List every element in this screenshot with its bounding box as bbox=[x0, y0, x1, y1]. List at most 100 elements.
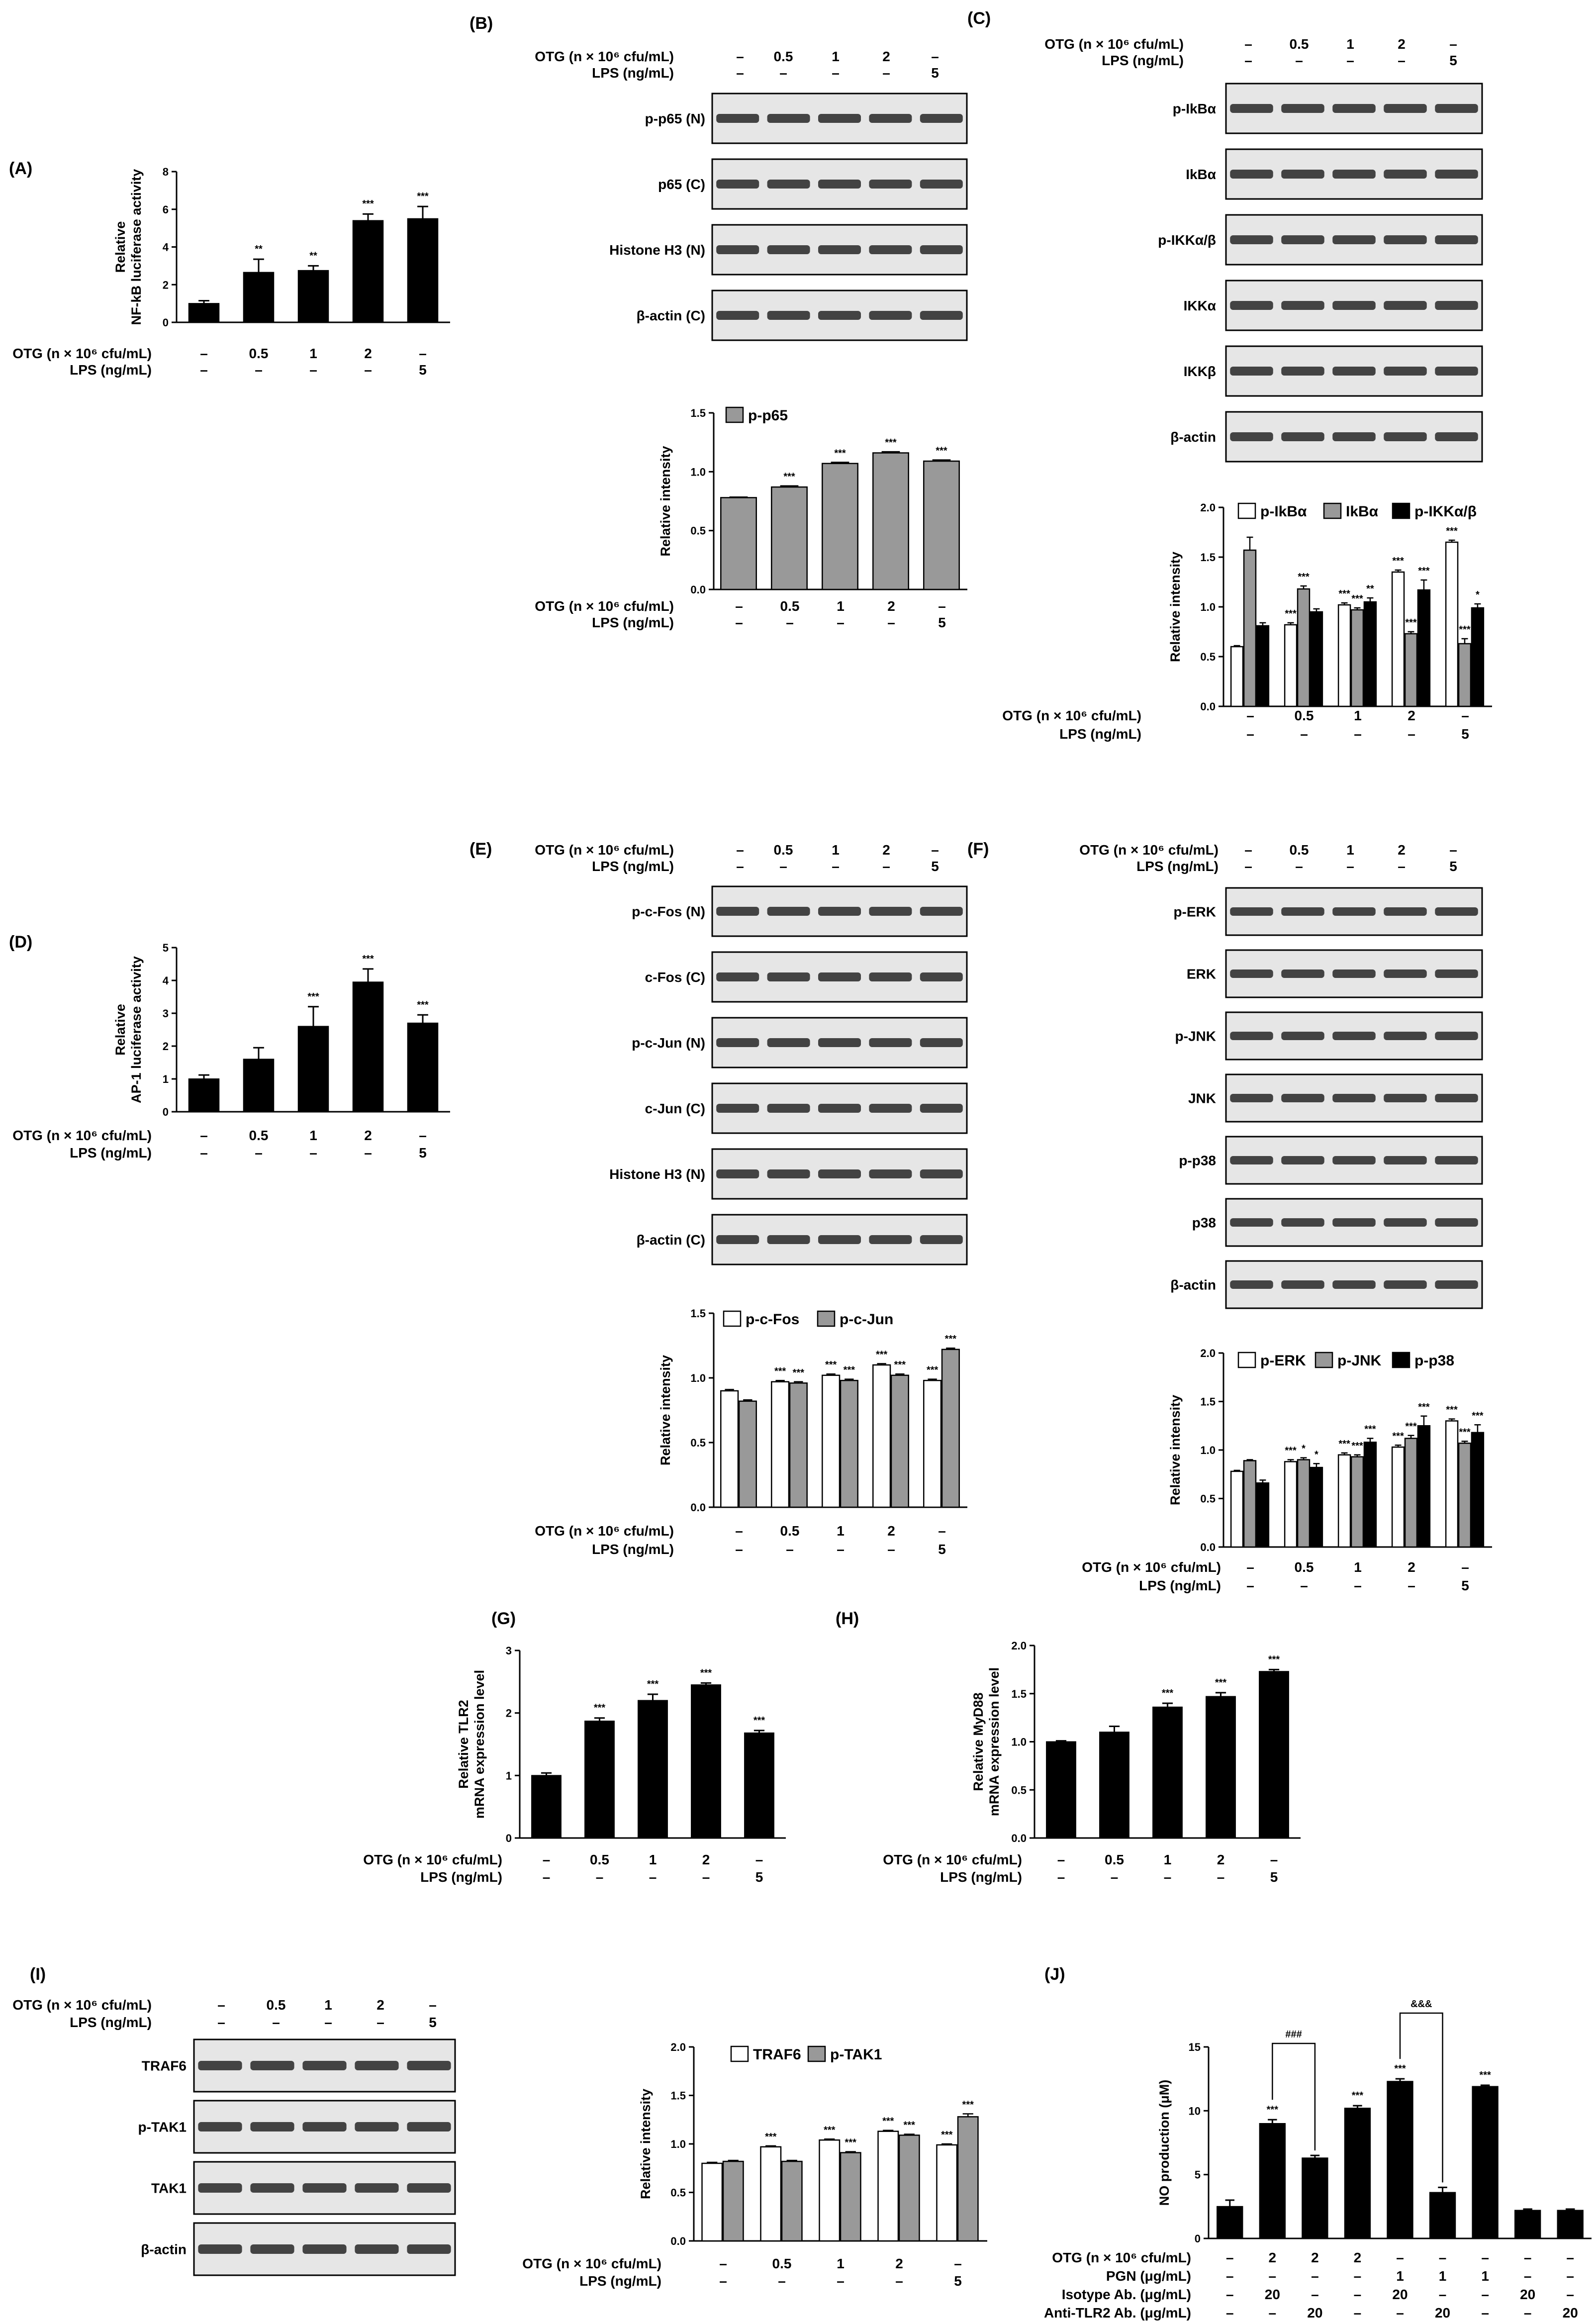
otg-value: 0.5 bbox=[1295, 1559, 1314, 1575]
blot-band bbox=[818, 114, 861, 123]
legend-label: p-JNK bbox=[1337, 1353, 1382, 1369]
panel-label-D: (D) bbox=[9, 933, 32, 952]
blot-band bbox=[1332, 301, 1376, 310]
blot-band bbox=[1384, 367, 1427, 376]
lps-label: LPS (ng/mL) bbox=[70, 1145, 152, 1161]
chart-B: 0.0 0.5 1.0 1.5 Relative intensity *** *** *** *… bbox=[658, 406, 967, 596]
otg-value: 1 bbox=[1346, 842, 1354, 858]
lps-value: – bbox=[735, 1542, 743, 1557]
otg-value: 2 bbox=[895, 2256, 903, 2271]
bar-p-TAK1 bbox=[957, 2116, 979, 2242]
otg-label: OTG (n × 10⁶ cfu/mL) bbox=[1002, 708, 1141, 723]
bar bbox=[584, 1721, 615, 1839]
significance-label: * bbox=[1476, 589, 1480, 600]
blot-band bbox=[1230, 907, 1273, 916]
isotype-value: – bbox=[1566, 2287, 1574, 2302]
otg-value: – bbox=[1057, 1852, 1065, 1867]
bar-p-JNK bbox=[1297, 1459, 1311, 1548]
lps-value: – bbox=[779, 859, 787, 874]
otg-value: – bbox=[1481, 2250, 1489, 2265]
lps-value: 5 bbox=[1461, 1578, 1469, 1593]
y-axis-label: Relative bbox=[113, 1004, 128, 1056]
significance-label: *** bbox=[1351, 593, 1363, 604]
blot-band bbox=[716, 1038, 759, 1047]
lps-value: – bbox=[702, 1869, 710, 1885]
y-tick-label: 1.5 bbox=[1200, 1396, 1216, 1408]
lps-value: – bbox=[543, 1869, 551, 1885]
anti_tlr2-value: – bbox=[1354, 2305, 1362, 2321]
otg-value: – bbox=[1566, 2250, 1574, 2265]
bar-p-IkBα bbox=[1337, 604, 1351, 707]
blot-band bbox=[767, 907, 810, 916]
otg-label: OTG (n × 10⁶ cfu/mL) bbox=[883, 1852, 1022, 1867]
bar-p-p65 bbox=[771, 486, 808, 590]
y-tick-label: 5 bbox=[163, 942, 169, 954]
blot-label: β-actin bbox=[1170, 429, 1216, 445]
blot-band bbox=[1230, 1280, 1273, 1289]
lps-label: LPS (ng/mL) bbox=[1136, 859, 1219, 874]
bar bbox=[1259, 2123, 1286, 2239]
bar bbox=[352, 981, 384, 1113]
y-tick-label: 0.0 bbox=[670, 2235, 686, 2247]
y-tick-label: 0.5 bbox=[670, 2187, 686, 2199]
y-tick-label: 1.0 bbox=[1200, 601, 1216, 613]
otg-value: – bbox=[1244, 842, 1252, 858]
otg-label: OTG (n × 10⁶ cfu/mL) bbox=[1079, 842, 1219, 858]
y-tick-label: 0.5 bbox=[690, 525, 706, 537]
bar-p-p65 bbox=[923, 460, 960, 590]
lps-value: – bbox=[376, 2015, 384, 2030]
anti_tlr2-value: 20 bbox=[1307, 2305, 1322, 2321]
blot-band bbox=[818, 311, 861, 320]
chart-J: 0 5 10 15 NO production (μM) *** *** *** *** bbox=[1157, 2041, 1592, 2245]
legend-swatch bbox=[725, 406, 744, 423]
bar-p-p65 bbox=[872, 452, 909, 590]
bar-p-c-Fos bbox=[771, 1381, 790, 1508]
blot-band bbox=[767, 1038, 810, 1047]
panel-label-C: (C) bbox=[967, 9, 991, 28]
bar-TRAF6 bbox=[701, 2162, 723, 2242]
bar bbox=[1387, 2081, 1413, 2239]
blot-band bbox=[1332, 1156, 1376, 1165]
otg-value: 0.5 bbox=[774, 49, 793, 64]
anti_tlr2-value: – bbox=[1396, 2305, 1404, 2321]
y-tick-label: 1.0 bbox=[690, 1372, 706, 1384]
significance-label: *** bbox=[1351, 1441, 1363, 1452]
blot-band bbox=[920, 907, 963, 916]
otg-value: – bbox=[1449, 842, 1457, 858]
blot-band bbox=[1281, 432, 1324, 441]
otg-value: 0.5 bbox=[1290, 842, 1309, 858]
lps-value: – bbox=[1111, 1869, 1119, 1885]
blot-label: β-actin (C) bbox=[637, 308, 705, 323]
bar-p-ERK bbox=[1230, 1470, 1244, 1548]
lps-value: 5 bbox=[1270, 1869, 1278, 1885]
significance-label: *** bbox=[1446, 1405, 1458, 1416]
y-tick-label: 1 bbox=[506, 1769, 512, 1782]
blot-band bbox=[1384, 969, 1427, 978]
blot-band bbox=[1384, 1156, 1427, 1165]
lps-value: – bbox=[1354, 1578, 1362, 1593]
significance-label: *** bbox=[1405, 617, 1417, 628]
otg-value: – bbox=[938, 598, 946, 614]
bar-p-TAK1 bbox=[722, 2160, 744, 2242]
bar bbox=[188, 303, 220, 323]
lps-value: 5 bbox=[419, 362, 427, 378]
blot-band bbox=[869, 1104, 912, 1113]
blot-band bbox=[1435, 301, 1478, 310]
blot-band bbox=[716, 180, 759, 189]
I-top-conditions: OTG (n × 10⁶ cfu/mL) LPS (ng/mL) – – 0.5 – 1 – 2… bbox=[12, 1997, 436, 2030]
lps-value: 5 bbox=[954, 2273, 962, 2289]
panel-label-A: (A) bbox=[9, 159, 32, 178]
lps-label: LPS (ng/mL) bbox=[592, 859, 674, 874]
lps-value: – bbox=[887, 615, 895, 630]
y-axis-label: mRNA expression level bbox=[472, 1670, 487, 1819]
blot-band bbox=[1384, 907, 1427, 916]
legend-label: p-IKKα/β bbox=[1414, 503, 1477, 520]
lps-value: – bbox=[649, 1869, 657, 1885]
blot-band bbox=[767, 245, 810, 254]
bar-p-p38 bbox=[1310, 1466, 1323, 1548]
blot-band bbox=[920, 114, 963, 123]
bar-p-IKKα/β bbox=[1256, 625, 1270, 707]
blot-band bbox=[1435, 1031, 1478, 1041]
legend-label: p-c-Fos bbox=[746, 1311, 799, 1328]
